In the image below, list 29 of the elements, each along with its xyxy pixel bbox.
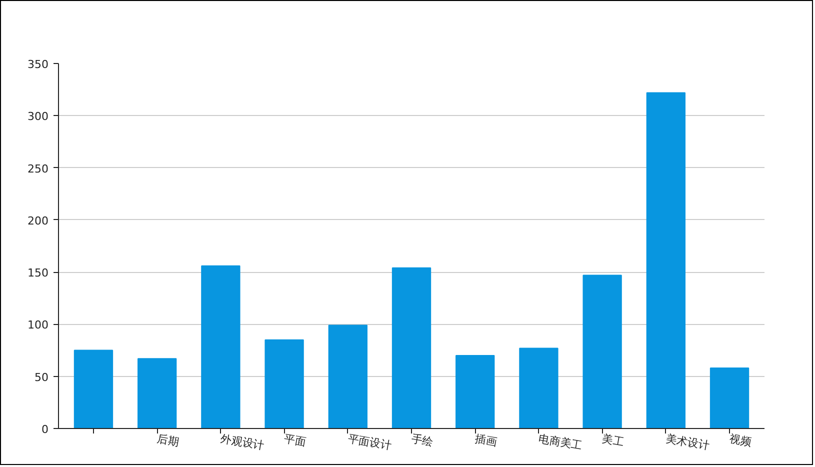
y-tick-label: 0 (42, 423, 48, 436)
x-tick-label: 平面设计 (346, 432, 392, 452)
x-tick-label: 美术设计 (664, 432, 710, 452)
x-tick-label: 美工 (601, 432, 626, 449)
x-tick-label: 视频 (728, 432, 752, 449)
y-tick-label: 150 (28, 266, 49, 280)
bar (138, 358, 177, 428)
bar (582, 274, 622, 428)
bar (646, 92, 686, 428)
x-tick-label: 手绘 (410, 432, 434, 449)
bar (74, 350, 114, 428)
x-tick-label: 后期 (156, 432, 180, 449)
y-tick-label: 350 (28, 58, 49, 71)
bar (328, 324, 368, 428)
y-tick-label: 100 (28, 318, 49, 332)
x-tick-label: 平面 (283, 432, 308, 449)
y-tick-label: 300 (28, 110, 49, 124)
x-tick-label: 电商美工 (538, 432, 584, 452)
bar (201, 265, 240, 428)
bar (710, 368, 750, 428)
bar (519, 348, 558, 428)
y-tick-label: 250 (28, 162, 49, 176)
x-tick-label: 插画 (474, 432, 498, 449)
bar (456, 355, 495, 428)
bar (392, 267, 432, 428)
y-tick-label: 50 (34, 370, 49, 384)
y-tick-label: 200 (28, 214, 49, 228)
x-tick-label: 外观设计 (220, 432, 266, 452)
bar (264, 339, 304, 428)
